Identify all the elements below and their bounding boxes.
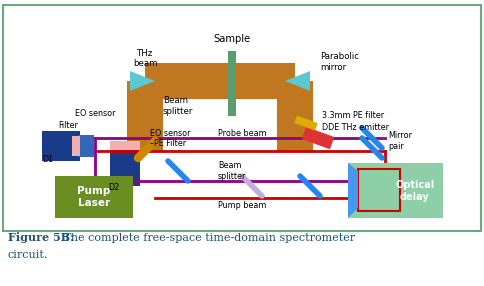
Text: Parabolic
mirror: Parabolic mirror [320, 52, 359, 72]
Bar [110, 148, 140, 186]
Text: Mirror
pair: Mirror pair [388, 131, 412, 151]
Text: Beam
splitter: Beam splitter [163, 96, 194, 116]
Text: EO sensor: EO sensor [75, 110, 116, 118]
Text: DDE THz emitter: DDE THz emitter [322, 124, 389, 132]
Text: Optical
delay: Optical delay [395, 180, 435, 202]
Text: Pump
Laser: Pump Laser [77, 186, 111, 208]
Text: Filter: Filter [58, 122, 78, 130]
Bar [78, 135, 94, 157]
Bar [302, 127, 334, 149]
Polygon shape [348, 163, 358, 218]
Bar [3, 5, 481, 231]
Bar [348, 163, 443, 218]
Bar [358, 169, 400, 211]
Bar [110, 141, 140, 150]
Text: D2: D2 [108, 182, 119, 192]
Bar [228, 51, 236, 116]
Text: EO sensor: EO sensor [150, 130, 191, 138]
Bar [55, 176, 133, 218]
Text: Beam
splitter: Beam splitter [218, 161, 246, 181]
Text: Pump beam: Pump beam [218, 202, 266, 210]
Text: Figure 5B:: Figure 5B: [8, 232, 74, 243]
Text: circuit.: circuit. [8, 250, 48, 260]
Text: Probe beam: Probe beam [218, 130, 267, 138]
Bar [294, 116, 318, 130]
Text: The complete free-space time-domain spectrometer: The complete free-space time-domain spec… [60, 233, 355, 243]
Text: 3.3mm PE filter: 3.3mm PE filter [322, 112, 384, 120]
Text: D1: D1 [42, 154, 53, 164]
Text: THz
beam: THz beam [133, 49, 157, 68]
Bar [72, 136, 80, 156]
Text: –PE Filter: –PE Filter [150, 138, 186, 148]
Text: Sample: Sample [213, 34, 251, 44]
Polygon shape [130, 71, 155, 91]
Bar [42, 131, 80, 161]
Polygon shape [285, 71, 310, 91]
